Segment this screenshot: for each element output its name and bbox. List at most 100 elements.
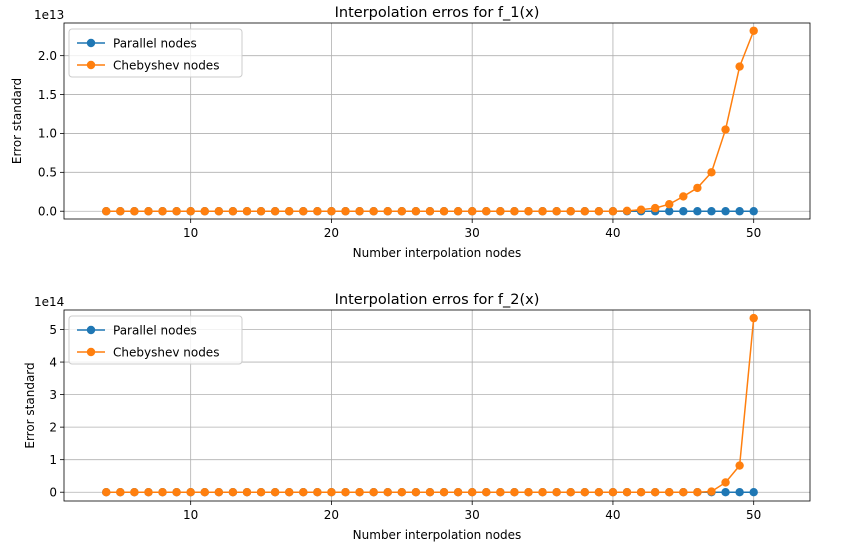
y-tick-label: 2	[49, 420, 57, 434]
y-tick-label: 0.5	[38, 166, 57, 180]
y-tick-label: 5	[49, 323, 57, 337]
data-point	[256, 488, 266, 497]
data-point	[665, 200, 674, 209]
data-point	[299, 207, 308, 216]
data-point	[482, 488, 491, 497]
data-point	[749, 313, 758, 323]
x-tick-label: 20	[324, 508, 339, 522]
data-point	[665, 207, 674, 216]
data-point	[369, 488, 378, 497]
legend-marker	[86, 60, 96, 70]
legend-box	[68, 28, 243, 78]
data-point	[735, 62, 744, 71]
data-point	[453, 207, 463, 216]
data-point	[270, 207, 280, 216]
x-tick-label: 50	[746, 226, 761, 240]
data-point	[524, 488, 533, 497]
data-point	[102, 207, 111, 216]
data-point	[383, 207, 392, 216]
data-point	[749, 488, 758, 497]
data-point	[228, 207, 238, 216]
legend-box	[68, 315, 243, 365]
data-point	[510, 488, 519, 497]
y-tick-label: 0	[49, 486, 57, 500]
data-point	[693, 183, 702, 193]
data-point	[566, 488, 575, 497]
axes-frame	[63, 22, 811, 220]
x-axis-label: Number interpolation nodes	[353, 528, 522, 542]
data-point	[256, 207, 266, 216]
data-point	[636, 488, 646, 497]
data-point	[622, 206, 632, 216]
data-point	[496, 488, 505, 497]
data-point	[707, 207, 716, 216]
data-point	[679, 192, 688, 201]
data-point	[650, 203, 660, 213]
legend-label: Parallel nodes	[113, 36, 197, 50]
data-point	[552, 207, 561, 216]
data-point	[510, 207, 519, 216]
data-point	[397, 207, 407, 216]
data-point	[186, 488, 195, 497]
data-point	[299, 488, 308, 497]
data-point	[214, 207, 224, 216]
data-point	[453, 488, 463, 497]
data-point	[102, 488, 111, 497]
data-point	[707, 487, 716, 496]
data-point	[425, 488, 435, 497]
x-tick-label: 20	[324, 226, 339, 240]
data-point	[341, 488, 350, 497]
data-point	[721, 207, 730, 216]
x-tick-label: 40	[605, 226, 620, 240]
data-point	[735, 461, 744, 470]
data-point	[439, 207, 449, 216]
data-point	[228, 488, 238, 497]
legend-marker	[86, 347, 96, 357]
data-point	[580, 207, 589, 216]
data-point	[411, 207, 421, 216]
y-tick-label: 1	[49, 453, 57, 467]
data-point	[355, 488, 364, 497]
chart-title: Interpolation erros for f_2(x)	[335, 292, 540, 308]
x-axis-label: Number interpolation nodes	[353, 246, 522, 260]
data-point	[707, 168, 716, 177]
data-point	[242, 207, 252, 216]
y-tick-label: 0.0	[38, 205, 57, 219]
legend: Parallel nodes Chebyshev nodes	[68, 315, 243, 365]
legend-label: Chebyshev nodes	[113, 345, 219, 359]
data-point	[397, 488, 407, 497]
chart-2: 10 20 30 40 50 0 1 2 3 4 5 1e14 Interpolation erros …	[23, 292, 811, 542]
data-point	[327, 488, 336, 497]
data-point	[200, 207, 209, 216]
data-point	[566, 207, 575, 216]
data-point	[158, 488, 167, 497]
data-point	[411, 488, 421, 497]
data-point	[425, 207, 435, 216]
data-point	[538, 488, 547, 497]
data-point	[327, 207, 336, 216]
data-point	[186, 207, 195, 216]
data-point	[538, 207, 547, 216]
data-point	[693, 207, 702, 216]
y-tick-label: 1.0	[38, 127, 57, 141]
legend: Parallel nodes Chebyshev nodes	[68, 28, 243, 78]
data-point	[313, 207, 322, 216]
data-point	[679, 207, 688, 216]
y-offset-text: 1e13	[34, 8, 64, 22]
chart-title: Interpolation erros for f_1(x)	[335, 5, 540, 21]
y-tick-label: 4	[49, 355, 57, 369]
data-point	[144, 488, 153, 497]
data-point	[749, 207, 758, 216]
data-point	[594, 207, 604, 216]
data-point	[467, 207, 477, 216]
data-point	[524, 207, 533, 216]
x-tick-label: 50	[746, 508, 761, 522]
data-point	[496, 207, 505, 216]
legend-marker	[86, 325, 96, 335]
x-tick-label: 30	[465, 226, 480, 240]
data-point	[355, 207, 364, 216]
data-point	[594, 488, 604, 497]
data-point	[439, 488, 449, 497]
data-point	[608, 488, 618, 497]
y-offset-text: 1e14	[34, 295, 64, 309]
